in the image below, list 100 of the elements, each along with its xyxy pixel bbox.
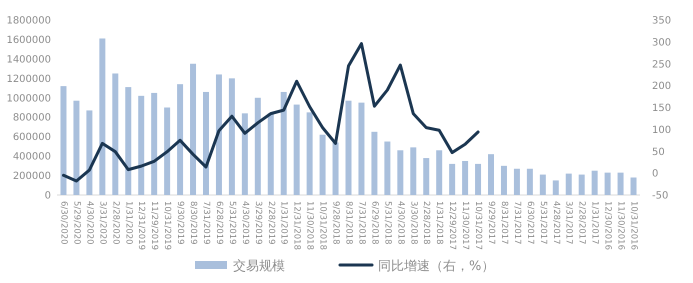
x-tick-label: 7/31/2018 <box>356 201 366 245</box>
y-tick-label: 800000 <box>12 112 51 124</box>
x-tick-label: 2/28/2019 <box>266 201 276 245</box>
y-tick-label: 1000000 <box>6 93 51 104</box>
bar <box>112 73 118 195</box>
x-tick-label: 8/31/2018 <box>344 201 354 245</box>
bar <box>306 112 313 195</box>
bar <box>242 113 248 195</box>
x-tick-label: 10/31/2017 <box>473 201 484 250</box>
line-series <box>62 42 480 182</box>
y2-tick-label: 50 <box>652 146 665 158</box>
bar <box>384 142 390 195</box>
legend-label: 同比增速（右，%） <box>378 259 494 274</box>
x-tick-label: 10/31/2019 <box>162 201 172 250</box>
legend-label: 交易规模 <box>233 258 285 274</box>
y2-tick-label: 100 <box>652 124 672 136</box>
x-tick-label: 9/29/2017 <box>486 201 496 245</box>
y-tick-label: 200000 <box>12 171 51 182</box>
bar <box>358 102 364 195</box>
bar <box>73 100 80 195</box>
x-tick-label: 1/31/2019 <box>278 201 289 245</box>
x-tick-label: 11/29/2019 <box>149 201 160 250</box>
bar <box>151 92 158 195</box>
bar <box>604 172 611 195</box>
y-tick-label: 1200000 <box>6 74 51 85</box>
bar <box>500 166 507 195</box>
bar <box>228 78 235 195</box>
y-tick-label: 1800000 <box>6 16 51 26</box>
x-tick-label: 3/29/2019 <box>252 201 263 245</box>
y-tick-label: 1600000 <box>6 34 51 46</box>
x-tick-label: 9/28/2018 <box>330 201 341 245</box>
bar <box>371 132 378 195</box>
bar <box>190 64 196 195</box>
x-tick-label: 6/30/2020 <box>58 201 68 245</box>
x-tick-label: 1/31/2017 <box>590 201 600 245</box>
y2-tick-label: 200 <box>652 81 672 92</box>
bar <box>410 147 416 195</box>
bar <box>164 108 170 195</box>
bar <box>436 150 442 195</box>
x-tick-label: 12/31/2019 <box>136 201 146 250</box>
x-tick-label: 11/30/2018 <box>304 201 315 250</box>
y2-tick-label: -50 <box>652 190 668 202</box>
bar <box>630 178 637 195</box>
bar <box>566 174 572 195</box>
bar <box>514 168 520 195</box>
x-tick-label: 5/31/2018 <box>382 201 392 245</box>
bar <box>254 98 261 195</box>
y2-tick-label: 150 <box>652 103 672 114</box>
x-tick-label: 4/30/2019 <box>240 201 250 245</box>
x-tick-label: 5/29/2020 <box>71 201 82 245</box>
y2-tick-label: 0 <box>652 168 658 180</box>
x-tick-label: 1/31/2020 <box>123 201 134 245</box>
bar <box>618 172 624 195</box>
x-tick-label: 5/31/2019 <box>226 201 237 245</box>
bar <box>488 154 494 195</box>
bar <box>526 168 533 195</box>
y-tick-label: 0 <box>44 190 51 202</box>
y2-tick-label: 350 <box>652 16 672 26</box>
y-tick-label: 400000 <box>12 152 51 163</box>
x-tick-label: 7/31/2017 <box>512 201 522 245</box>
x-tick-label: 11/30/2016 <box>616 201 626 250</box>
bar <box>216 74 222 195</box>
x-tick-label: 5/31/2017 <box>538 201 548 245</box>
x-tick-label: 7/31/2019 <box>200 201 211 245</box>
x-tick-label: 2/28/2020 <box>110 201 120 245</box>
x-tick-label: 6/29/2018 <box>369 201 380 245</box>
x-tick-label: 4/30/2018 <box>395 201 406 245</box>
x-tick-label: 12/31/2018 <box>292 201 302 250</box>
x-tick-label: 9/30/2019 <box>175 201 186 245</box>
bar <box>397 150 404 195</box>
x-tick-label: 10/31/2018 <box>318 201 328 250</box>
bar <box>592 170 598 195</box>
y-tick-label: 1400000 <box>6 54 51 66</box>
bar <box>86 110 92 195</box>
bar <box>60 86 66 195</box>
x-tick-label: 3/30/2018 <box>408 201 418 245</box>
bar <box>177 84 184 195</box>
x-tick-label: 12/30/2016 <box>602 201 613 250</box>
bar <box>320 134 326 195</box>
x-tick-label: 2/28/2018 <box>421 201 432 245</box>
x-tick-label: 11/30/2017 <box>460 201 470 250</box>
bar <box>125 87 132 195</box>
bar <box>202 92 209 195</box>
y2-tick-label: 250 <box>652 59 672 70</box>
bar <box>578 174 585 195</box>
x-tick-label: 8/30/2019 <box>188 201 198 245</box>
x-tick-label: 1/31/2018 <box>434 201 444 245</box>
bar <box>475 164 482 195</box>
bar <box>280 92 287 195</box>
bar <box>462 160 468 195</box>
x-tick-label: 12/29/2017 <box>447 201 458 250</box>
x-tick-label: 2/28/2017 <box>576 201 587 245</box>
x-tick-label: 8/31/2017 <box>498 201 509 245</box>
x-tick-label: 6/28/2019 <box>214 201 224 245</box>
bar <box>99 38 106 195</box>
bar <box>138 96 144 195</box>
bar <box>540 174 546 195</box>
x-tick-label: 3/31/2017 <box>564 201 574 245</box>
x-tick-label: 4/30/2020 <box>84 201 94 245</box>
bar <box>552 180 559 195</box>
